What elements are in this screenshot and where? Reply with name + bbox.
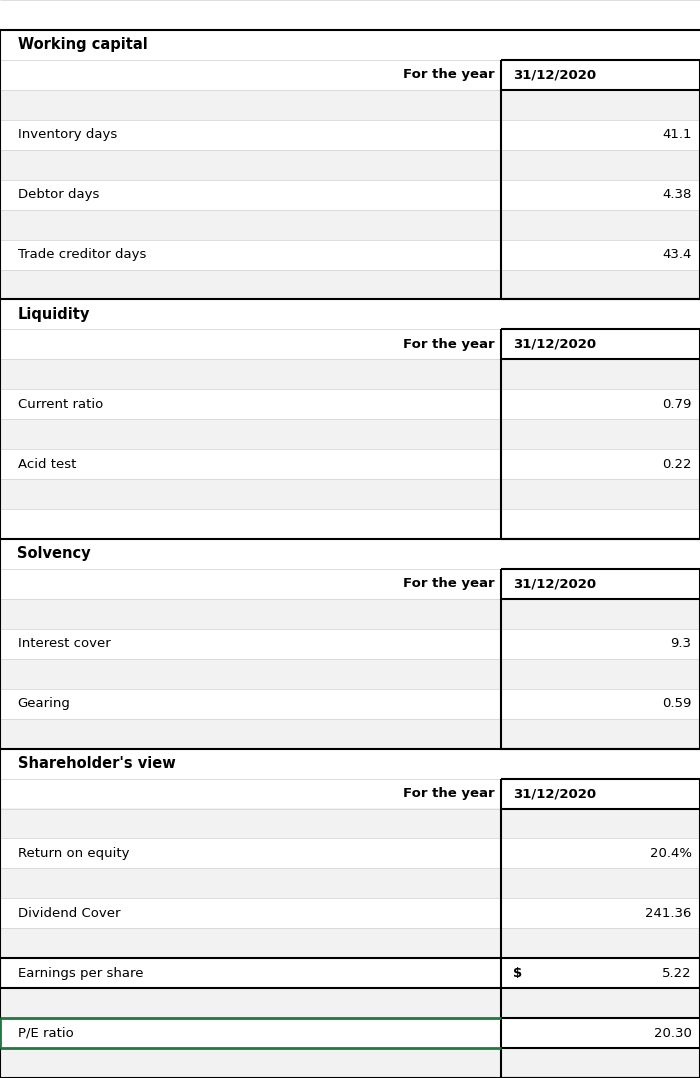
Text: Current ratio: Current ratio: [18, 398, 103, 411]
Text: Return on equity: Return on equity: [18, 847, 129, 860]
Bar: [0, 479, 700, 509]
Text: 0.22: 0.22: [662, 458, 692, 471]
Bar: [0, 1018, 700, 1048]
Text: For the year: For the year: [403, 578, 495, 591]
Text: Trade creditor days: Trade creditor days: [18, 248, 146, 261]
Text: 43.4: 43.4: [662, 248, 692, 261]
Text: 41.1: 41.1: [662, 128, 692, 141]
Text: Dividend Cover: Dividend Cover: [18, 907, 120, 920]
Bar: [0, 450, 700, 479]
Bar: [0, 419, 700, 450]
Text: For the year: For the year: [403, 787, 495, 800]
Bar: [0, 1048, 700, 1078]
Bar: [0, 539, 700, 569]
Bar: [0, 60, 700, 89]
Bar: [0, 120, 700, 150]
Bar: [0, 180, 700, 209]
Text: 31/12/2020: 31/12/2020: [513, 787, 596, 800]
Text: Gearing: Gearing: [18, 697, 71, 710]
Text: Working capital: Working capital: [18, 38, 147, 53]
Text: 31/12/2020: 31/12/2020: [513, 578, 596, 591]
Text: Solvency: Solvency: [18, 547, 91, 562]
Text: 31/12/2020: 31/12/2020: [513, 68, 596, 81]
Bar: [0, 270, 700, 300]
Bar: [0, 389, 700, 419]
Text: Shareholder's view: Shareholder's view: [18, 756, 175, 771]
Bar: [0, 300, 700, 330]
Text: Inventory days: Inventory days: [18, 128, 117, 141]
Text: Interest cover: Interest cover: [18, 637, 111, 650]
Bar: [0, 989, 700, 1018]
Bar: [0, 0, 700, 30]
Bar: [0, 569, 700, 599]
Text: 0.79: 0.79: [662, 398, 692, 411]
Text: 31/12/2020: 31/12/2020: [513, 337, 596, 350]
Bar: [0, 150, 700, 180]
Text: Liquidity: Liquidity: [18, 307, 90, 322]
Text: P/E ratio: P/E ratio: [18, 1026, 74, 1039]
Bar: [0, 958, 700, 989]
Text: $: $: [513, 967, 522, 980]
Bar: [0, 898, 700, 928]
Bar: [0, 689, 700, 719]
Text: 241.36: 241.36: [645, 907, 692, 920]
Bar: [0, 778, 700, 808]
Text: Debtor days: Debtor days: [18, 189, 99, 202]
Text: Earnings per share: Earnings per share: [18, 967, 143, 980]
Bar: [0, 628, 700, 659]
Bar: [0, 869, 700, 898]
Bar: [0, 89, 700, 120]
Bar: [0, 839, 700, 869]
Text: 5.22: 5.22: [662, 967, 692, 980]
Bar: [0, 928, 700, 958]
Bar: [0, 808, 700, 839]
Text: 20.30: 20.30: [654, 1026, 692, 1039]
Text: For the year: For the year: [403, 337, 495, 350]
Text: 0.59: 0.59: [662, 697, 692, 710]
Text: 9.3: 9.3: [671, 637, 692, 650]
Bar: [0, 599, 700, 628]
Bar: [0, 239, 700, 270]
Bar: [0, 719, 700, 748]
Text: For the year: For the year: [403, 68, 495, 81]
Bar: [0, 330, 700, 359]
Bar: [0, 748, 700, 778]
Text: Acid test: Acid test: [18, 458, 76, 471]
Text: 4.38: 4.38: [662, 189, 692, 202]
Bar: [0, 209, 700, 239]
Text: 20.4%: 20.4%: [650, 847, 692, 860]
Bar: [0, 30, 700, 60]
Bar: [0, 359, 700, 389]
Bar: [0, 509, 700, 539]
Bar: [0, 659, 700, 689]
